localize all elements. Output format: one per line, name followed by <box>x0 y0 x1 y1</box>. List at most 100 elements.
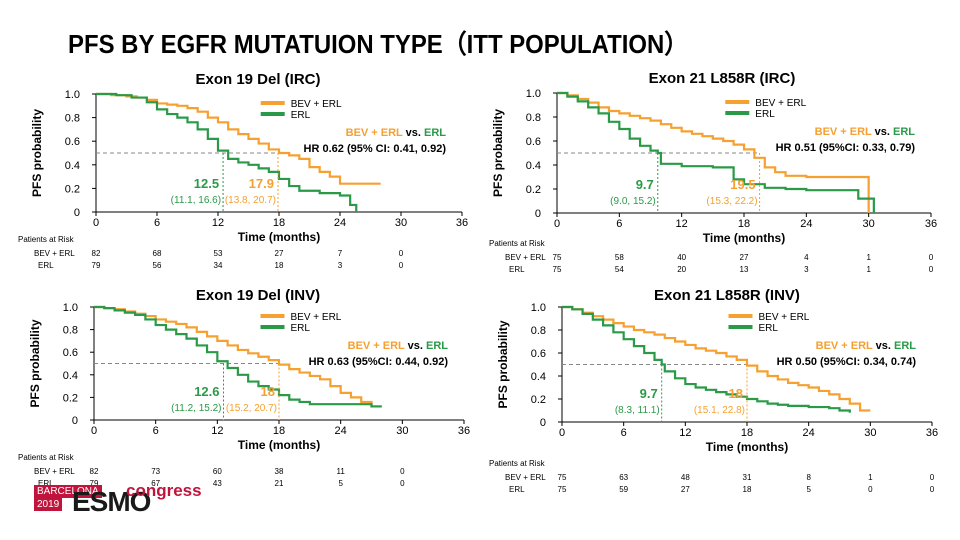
logo-suffix: congress <box>126 481 202 500</box>
y-tick-label: 0 <box>74 207 80 219</box>
risk-count: 3 <box>804 265 809 274</box>
risk-count: 43 <box>213 479 222 488</box>
x-tick-label: 24 <box>335 425 347 437</box>
risk-count: 40 <box>677 253 686 262</box>
risk-count: 79 <box>90 479 99 488</box>
risk-count: 0 <box>399 249 404 258</box>
risk-count: 0 <box>400 479 405 488</box>
y-tick-label: 0.4 <box>65 160 80 172</box>
risk-count: 11 <box>337 467 346 476</box>
hr-ref: ERL <box>893 126 915 138</box>
y-tick-label: 0.2 <box>65 183 80 195</box>
chart-title: Exon 19 Del (IRC) <box>195 71 320 88</box>
median-value: 12.6 <box>194 384 219 399</box>
risk-row-label: BEV + ERL <box>505 253 546 262</box>
bev-erl-curve <box>557 91 870 213</box>
y-tick-label: 0.4 <box>63 370 78 382</box>
hr-vs: vs. <box>406 127 424 139</box>
x-tick-label: 36 <box>926 427 938 439</box>
x-tick-label: 12 <box>212 217 224 229</box>
hr-ref: ERL <box>424 127 446 139</box>
risk-count: 21 <box>275 479 284 488</box>
risk-count: 0 <box>930 473 935 482</box>
x-tick-label: 24 <box>334 217 346 229</box>
risk-row-label: ERL <box>38 479 54 488</box>
risk-count: 63 <box>619 473 628 482</box>
x-tick-label: 24 <box>803 427 815 439</box>
hr-text: HR 0.51 (95%CI: 0.33, 0.79) <box>776 142 916 154</box>
x-tick-label: 12 <box>679 427 691 439</box>
x-tick-label: 6 <box>621 427 627 439</box>
y-tick-label: 0.6 <box>63 347 78 359</box>
x-axis-label: Time (months) <box>703 231 785 245</box>
legend-label-erl: ERL <box>291 323 311 334</box>
median-ci: (15.3, 22.2) <box>706 196 757 207</box>
hr-ref: ERL <box>426 340 448 352</box>
y-axis-label: PFS probability <box>491 109 505 197</box>
chart-title: Exon 21 L858R (INV) <box>654 287 800 304</box>
hr-comparison: BEV + ERL vs. ERL <box>816 340 917 352</box>
y-axis-label: PFS probability <box>30 109 44 197</box>
risk-header: Patients at Risk <box>489 239 546 248</box>
x-tick-label: 18 <box>741 427 753 439</box>
hr-text: HR 0.62 (95% CI: 0.41, 0.92) <box>304 143 447 155</box>
risk-header: Patients at Risk <box>489 459 546 468</box>
y-axis-label: PFS probability <box>28 319 42 407</box>
x-tick-label: 0 <box>559 427 565 439</box>
x-tick-label: 30 <box>396 425 408 437</box>
hr-prefix: BEV + ERL <box>816 340 876 352</box>
risk-count: 7 <box>338 249 343 258</box>
risk-count: 59 <box>619 485 628 494</box>
x-tick-label: 0 <box>93 217 99 229</box>
risk-count: 0 <box>400 467 405 476</box>
risk-header: Patients at Risk <box>18 235 75 244</box>
median-value: 19.5 <box>730 177 755 192</box>
median-ci: (9.0, 15.2) <box>610 196 656 207</box>
hr-prefix: BEV + ERL <box>348 340 408 352</box>
risk-count: 54 <box>615 265 624 274</box>
risk-count: 1 <box>866 265 871 274</box>
y-tick-label: 1.0 <box>531 302 546 314</box>
risk-count: 4 <box>804 253 809 262</box>
y-tick-label: 0.4 <box>526 160 541 172</box>
x-tick-label: 36 <box>456 217 468 229</box>
hr-prefix: BEV + ERL <box>346 127 406 139</box>
risk-count: 75 <box>553 265 562 274</box>
risk-count: 27 <box>275 249 284 258</box>
x-tick-label: 18 <box>273 217 285 229</box>
hr-text: HR 0.50 (95%CI: 0.34, 0.74) <box>777 356 917 368</box>
risk-count: 27 <box>740 253 749 262</box>
risk-row-label: ERL <box>509 485 525 494</box>
logo-brand: ESMO <box>72 486 151 517</box>
x-tick-label: 0 <box>91 425 97 437</box>
risk-count: 34 <box>214 261 223 270</box>
risk-count: 5 <box>806 485 811 494</box>
median-value: 18 <box>729 386 743 401</box>
x-tick-label: 6 <box>154 217 160 229</box>
risk-count: 0 <box>399 261 404 270</box>
risk-count: 56 <box>153 261 162 270</box>
median-value: 17.9 <box>249 176 274 191</box>
x-tick-label: 6 <box>153 425 159 437</box>
risk-count: 68 <box>153 249 162 258</box>
y-tick-label: 0.8 <box>526 112 541 124</box>
risk-count: 73 <box>151 467 160 476</box>
risk-header: Patients at Risk <box>18 453 75 462</box>
x-tick-label: 6 <box>616 218 622 230</box>
median-value: 12.5 <box>194 176 219 191</box>
hr-comparison: BEV + ERL vs. ERL <box>815 126 916 138</box>
risk-row-label: BEV + ERL <box>505 473 546 482</box>
x-tick-label: 12 <box>676 218 688 230</box>
erl-curve <box>96 92 358 212</box>
risk-count: 1 <box>866 253 871 262</box>
y-tick-label: 0.2 <box>531 394 546 406</box>
x-axis-label: Time (months) <box>238 438 320 452</box>
hr-comparison: BEV + ERL vs. ERL <box>346 127 447 139</box>
risk-count: 0 <box>930 485 935 494</box>
hr-vs: vs. <box>876 340 894 352</box>
y-tick-label: 1.0 <box>63 302 78 314</box>
median-value: 9.7 <box>640 386 658 401</box>
hr-vs: vs. <box>408 340 426 352</box>
risk-count: 13 <box>740 265 749 274</box>
